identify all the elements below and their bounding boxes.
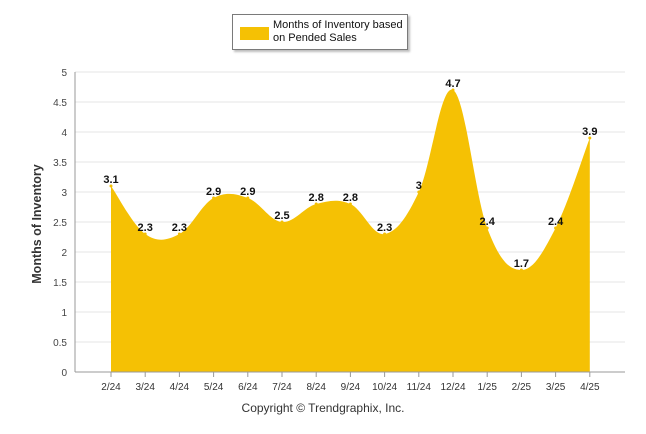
- chart-legend: Months of Inventory based on Pended Sale…: [232, 14, 408, 50]
- x-tick-label: 9/24: [341, 382, 361, 393]
- x-tick-label: 2/25: [512, 382, 532, 393]
- x-tick-label: 6/24: [238, 382, 258, 393]
- y-tick-label: 0.5: [53, 338, 67, 349]
- y-tick-label: 0: [61, 368, 67, 379]
- y-tick-label: 4: [61, 128, 67, 139]
- x-tick-label: 7/24: [272, 382, 292, 393]
- data-label: 2.3: [172, 222, 187, 234]
- y-tick-label: 1.5: [53, 278, 67, 289]
- y-tick-label: 3: [61, 188, 67, 199]
- data-point: [348, 202, 352, 206]
- data-point: [109, 184, 113, 188]
- y-tick-label: 4.5: [53, 98, 67, 109]
- x-tick-label: 4/25: [580, 382, 600, 393]
- data-point: [143, 232, 147, 236]
- data-point: [314, 202, 318, 206]
- legend-label: Months of Inventory based on Pended Sale…: [273, 19, 403, 44]
- y-tick-label: 3.5: [53, 158, 67, 169]
- data-point: [485, 226, 489, 230]
- y-tick-label: 2: [61, 248, 67, 259]
- copyright-text: Copyright © Trendgraphix, Inc.: [241, 401, 405, 415]
- data-label: 2.5: [274, 210, 289, 222]
- legend-swatch: [240, 27, 269, 40]
- x-tick-label: 4/24: [170, 382, 190, 393]
- x-tick-label: 1/25: [477, 382, 497, 393]
- data-label: 3: [416, 180, 422, 192]
- data-point: [417, 190, 421, 194]
- x-tick-label: 8/24: [306, 382, 326, 393]
- data-point: [212, 196, 216, 200]
- x-tick-label: 5/24: [204, 382, 224, 393]
- y-tick-label: 2.5: [53, 218, 67, 229]
- data-label: 2.9: [206, 186, 221, 198]
- x-tick-label: 3/24: [135, 382, 155, 393]
- data-label: 3.1: [103, 174, 118, 186]
- data-label: 1.7: [514, 258, 529, 270]
- x-tick-label: 10/24: [372, 382, 397, 393]
- y-tick-label: 5: [61, 68, 67, 79]
- data-label: 2.9: [240, 186, 255, 198]
- data-point: [280, 220, 284, 224]
- data-label: 4.7: [445, 78, 460, 90]
- data-point: [383, 232, 387, 236]
- data-point: [177, 232, 181, 236]
- data-label: 2.4: [548, 216, 564, 228]
- data-label: 3.9: [582, 126, 597, 138]
- x-tick-label: 12/24: [440, 382, 465, 393]
- y-axis-label: Months of Inventory: [30, 164, 44, 284]
- data-point: [588, 136, 592, 140]
- x-tick-label: 11/24: [407, 382, 432, 393]
- series-area: [111, 89, 590, 372]
- data-label: 2.8: [309, 192, 324, 204]
- data-point: [246, 196, 250, 200]
- data-point: [554, 226, 558, 230]
- data-point: [451, 88, 455, 92]
- data-label: 2.4: [480, 216, 496, 228]
- data-label: 2.3: [138, 222, 153, 234]
- x-tick-label: 3/25: [546, 382, 566, 393]
- data-point: [519, 268, 523, 272]
- data-label: 2.8: [343, 192, 358, 204]
- data-label: 2.3: [377, 222, 392, 234]
- y-tick-label: 1: [61, 308, 67, 319]
- x-tick-label: 2/24: [101, 382, 121, 393]
